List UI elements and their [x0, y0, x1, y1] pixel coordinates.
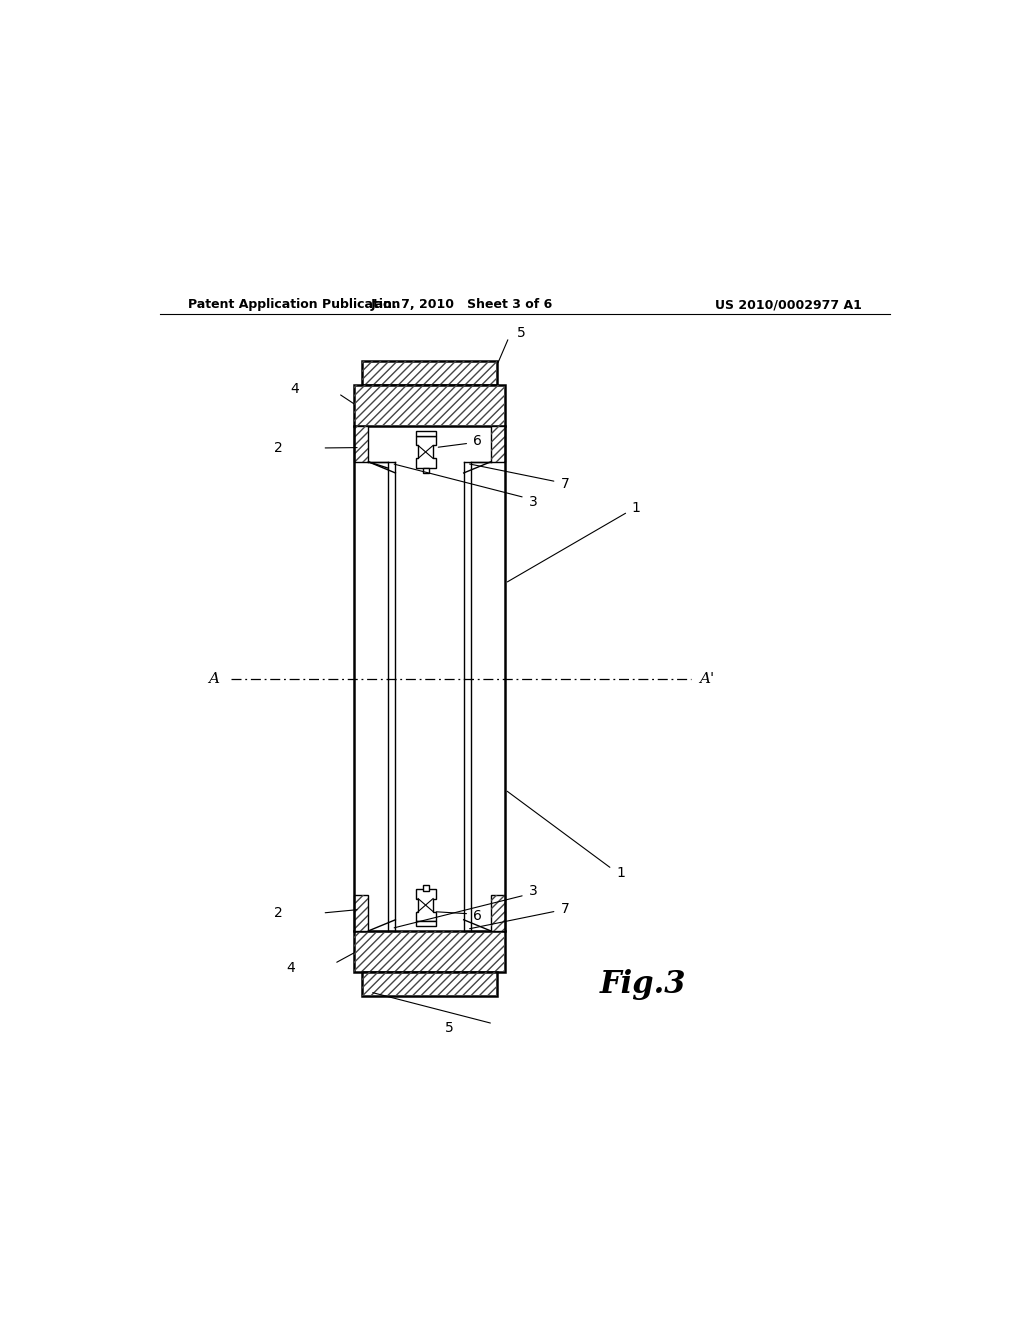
Text: 4: 4	[286, 961, 295, 974]
Text: A': A'	[699, 672, 715, 685]
Text: 1: 1	[632, 500, 641, 515]
Bar	[354, 426, 369, 462]
Text: 1: 1	[616, 866, 625, 880]
Text: 3: 3	[528, 884, 538, 898]
Bar	[416, 430, 435, 436]
Text: Patent Application Publication: Patent Application Publication	[187, 298, 400, 312]
Text: 5: 5	[517, 326, 525, 341]
Bar	[490, 895, 505, 931]
Bar	[423, 886, 429, 891]
Bar	[354, 895, 369, 931]
Text: US 2010/0002977 A1: US 2010/0002977 A1	[715, 298, 862, 312]
Bar	[490, 426, 505, 462]
Bar	[490, 426, 505, 462]
Text: A: A	[208, 672, 219, 685]
Text: 6: 6	[473, 434, 482, 447]
Bar	[362, 362, 497, 385]
Bar	[490, 895, 505, 931]
Bar	[354, 895, 369, 931]
Bar	[362, 362, 497, 385]
Text: 2: 2	[274, 906, 283, 920]
Text: 7: 7	[560, 477, 569, 491]
Bar	[416, 921, 435, 927]
Text: 4: 4	[290, 383, 299, 396]
Bar	[354, 931, 505, 972]
Bar	[354, 385, 505, 426]
Bar	[423, 469, 429, 474]
Bar	[354, 426, 369, 462]
Polygon shape	[416, 436, 435, 469]
Bar	[354, 385, 505, 426]
Bar	[362, 972, 497, 997]
Text: 2: 2	[274, 441, 283, 455]
Text: 7: 7	[560, 902, 569, 916]
Bar	[354, 931, 505, 972]
Text: Fig.3: Fig.3	[600, 969, 687, 999]
Text: 5: 5	[444, 1020, 454, 1035]
Bar	[362, 972, 497, 997]
Polygon shape	[416, 888, 435, 921]
Text: 6: 6	[473, 909, 482, 923]
Text: 3: 3	[528, 495, 538, 508]
Text: Jan. 7, 2010   Sheet 3 of 6: Jan. 7, 2010 Sheet 3 of 6	[371, 298, 552, 312]
